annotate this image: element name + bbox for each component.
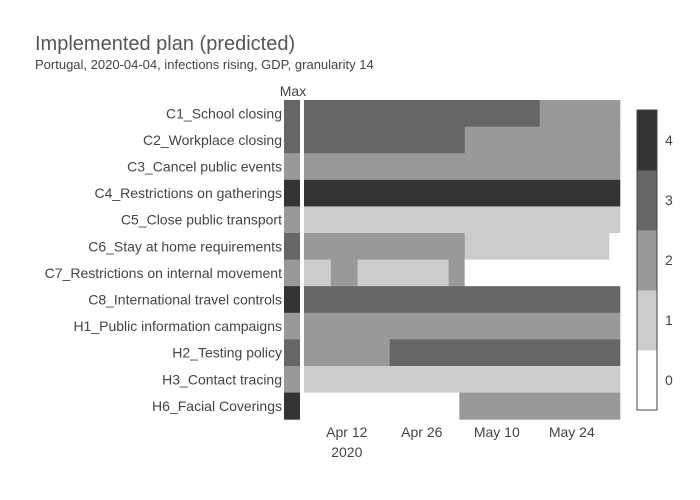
plan-cell [539, 100, 621, 128]
colorbar-tick-label: 4 [665, 132, 673, 148]
heatmap-rows: C1_School closing C2_Workplace closing C3_… [45, 100, 621, 420]
colorbar-band [637, 290, 657, 351]
max-cell [284, 392, 300, 420]
plan-cell [304, 206, 621, 234]
max-cell [284, 179, 300, 207]
plan-cell [304, 153, 621, 181]
max-cell [284, 366, 300, 394]
colorbar-outline [636, 109, 658, 411]
row-label: C3_Cancel public events [127, 159, 282, 175]
plan-cell [389, 339, 621, 367]
max-cell [284, 233, 300, 261]
chart-subtitle: Portugal, 2020-04-04, infections rising,… [35, 57, 374, 72]
row-label: H3_Contact tracing [162, 371, 282, 387]
x-tick-label: Apr 26 [401, 424, 442, 440]
row-label: H2_Testing policy [172, 345, 282, 361]
plan-cell [304, 100, 540, 128]
max-cell [284, 100, 300, 128]
max-column-label: Max [280, 83, 306, 99]
plan-cell [464, 259, 621, 287]
colorbar-tick-label: 0 [665, 372, 673, 388]
max-cell [284, 153, 300, 181]
plan-cell [304, 259, 332, 287]
x-tick-sublabel: 2020 [331, 444, 362, 460]
plan-cell [459, 392, 621, 420]
plan-cell [304, 286, 621, 314]
max-cell [284, 286, 300, 314]
colorbar-band [637, 230, 657, 291]
row-label: C6_Stay at home requirements [88, 238, 282, 254]
x-tick-label: May 10 [474, 424, 520, 440]
plan-cell [464, 126, 621, 154]
row-label: H1_Public information campaigns [73, 318, 282, 334]
plan-cell [304, 233, 465, 261]
plan-cell [330, 259, 358, 287]
chart-title: Implemented plan (predicted) [35, 33, 295, 55]
colorbar-band [637, 170, 657, 231]
colorbar-tick-label: 1 [665, 312, 673, 328]
plan-cell [304, 312, 621, 340]
plan-cell [304, 179, 621, 207]
plan-cell [357, 259, 449, 287]
x-tick-label: May 24 [549, 424, 595, 440]
plan-cell [464, 233, 610, 261]
max-cell [284, 126, 300, 154]
colorbar: 0 1 2 3 4 [636, 109, 673, 411]
plan-cell [304, 392, 460, 420]
row-label: C4_Restrictions on gatherings [94, 185, 282, 201]
max-cell [284, 206, 300, 234]
colorbar-tick-label: 3 [665, 192, 673, 208]
x-axis: Apr 12 2020 Apr 26 May 10 May 24 [326, 424, 595, 460]
x-tick-label: Apr 12 [326, 424, 367, 440]
row-label: C5_Close public transport [121, 212, 282, 228]
max-cell [284, 259, 300, 287]
row-label: C7_Restrictions on internal movement [45, 265, 282, 281]
row-label: C1_School closing [166, 105, 282, 121]
plan-cell [304, 126, 465, 154]
colorbar-band [637, 350, 657, 411]
plan-cell [448, 259, 465, 287]
row-label: C2_Workplace closing [143, 132, 282, 148]
row-label: C8_International travel controls [88, 292, 282, 308]
max-cell [284, 339, 300, 367]
plan-cell [304, 366, 621, 394]
plan-cell [609, 233, 621, 261]
row-label: H6_Facial Coverings [152, 398, 282, 414]
max-cell [284, 312, 300, 340]
plan-cell [304, 339, 390, 367]
colorbar-band [637, 110, 657, 171]
colorbar-tick-label: 2 [665, 252, 673, 268]
